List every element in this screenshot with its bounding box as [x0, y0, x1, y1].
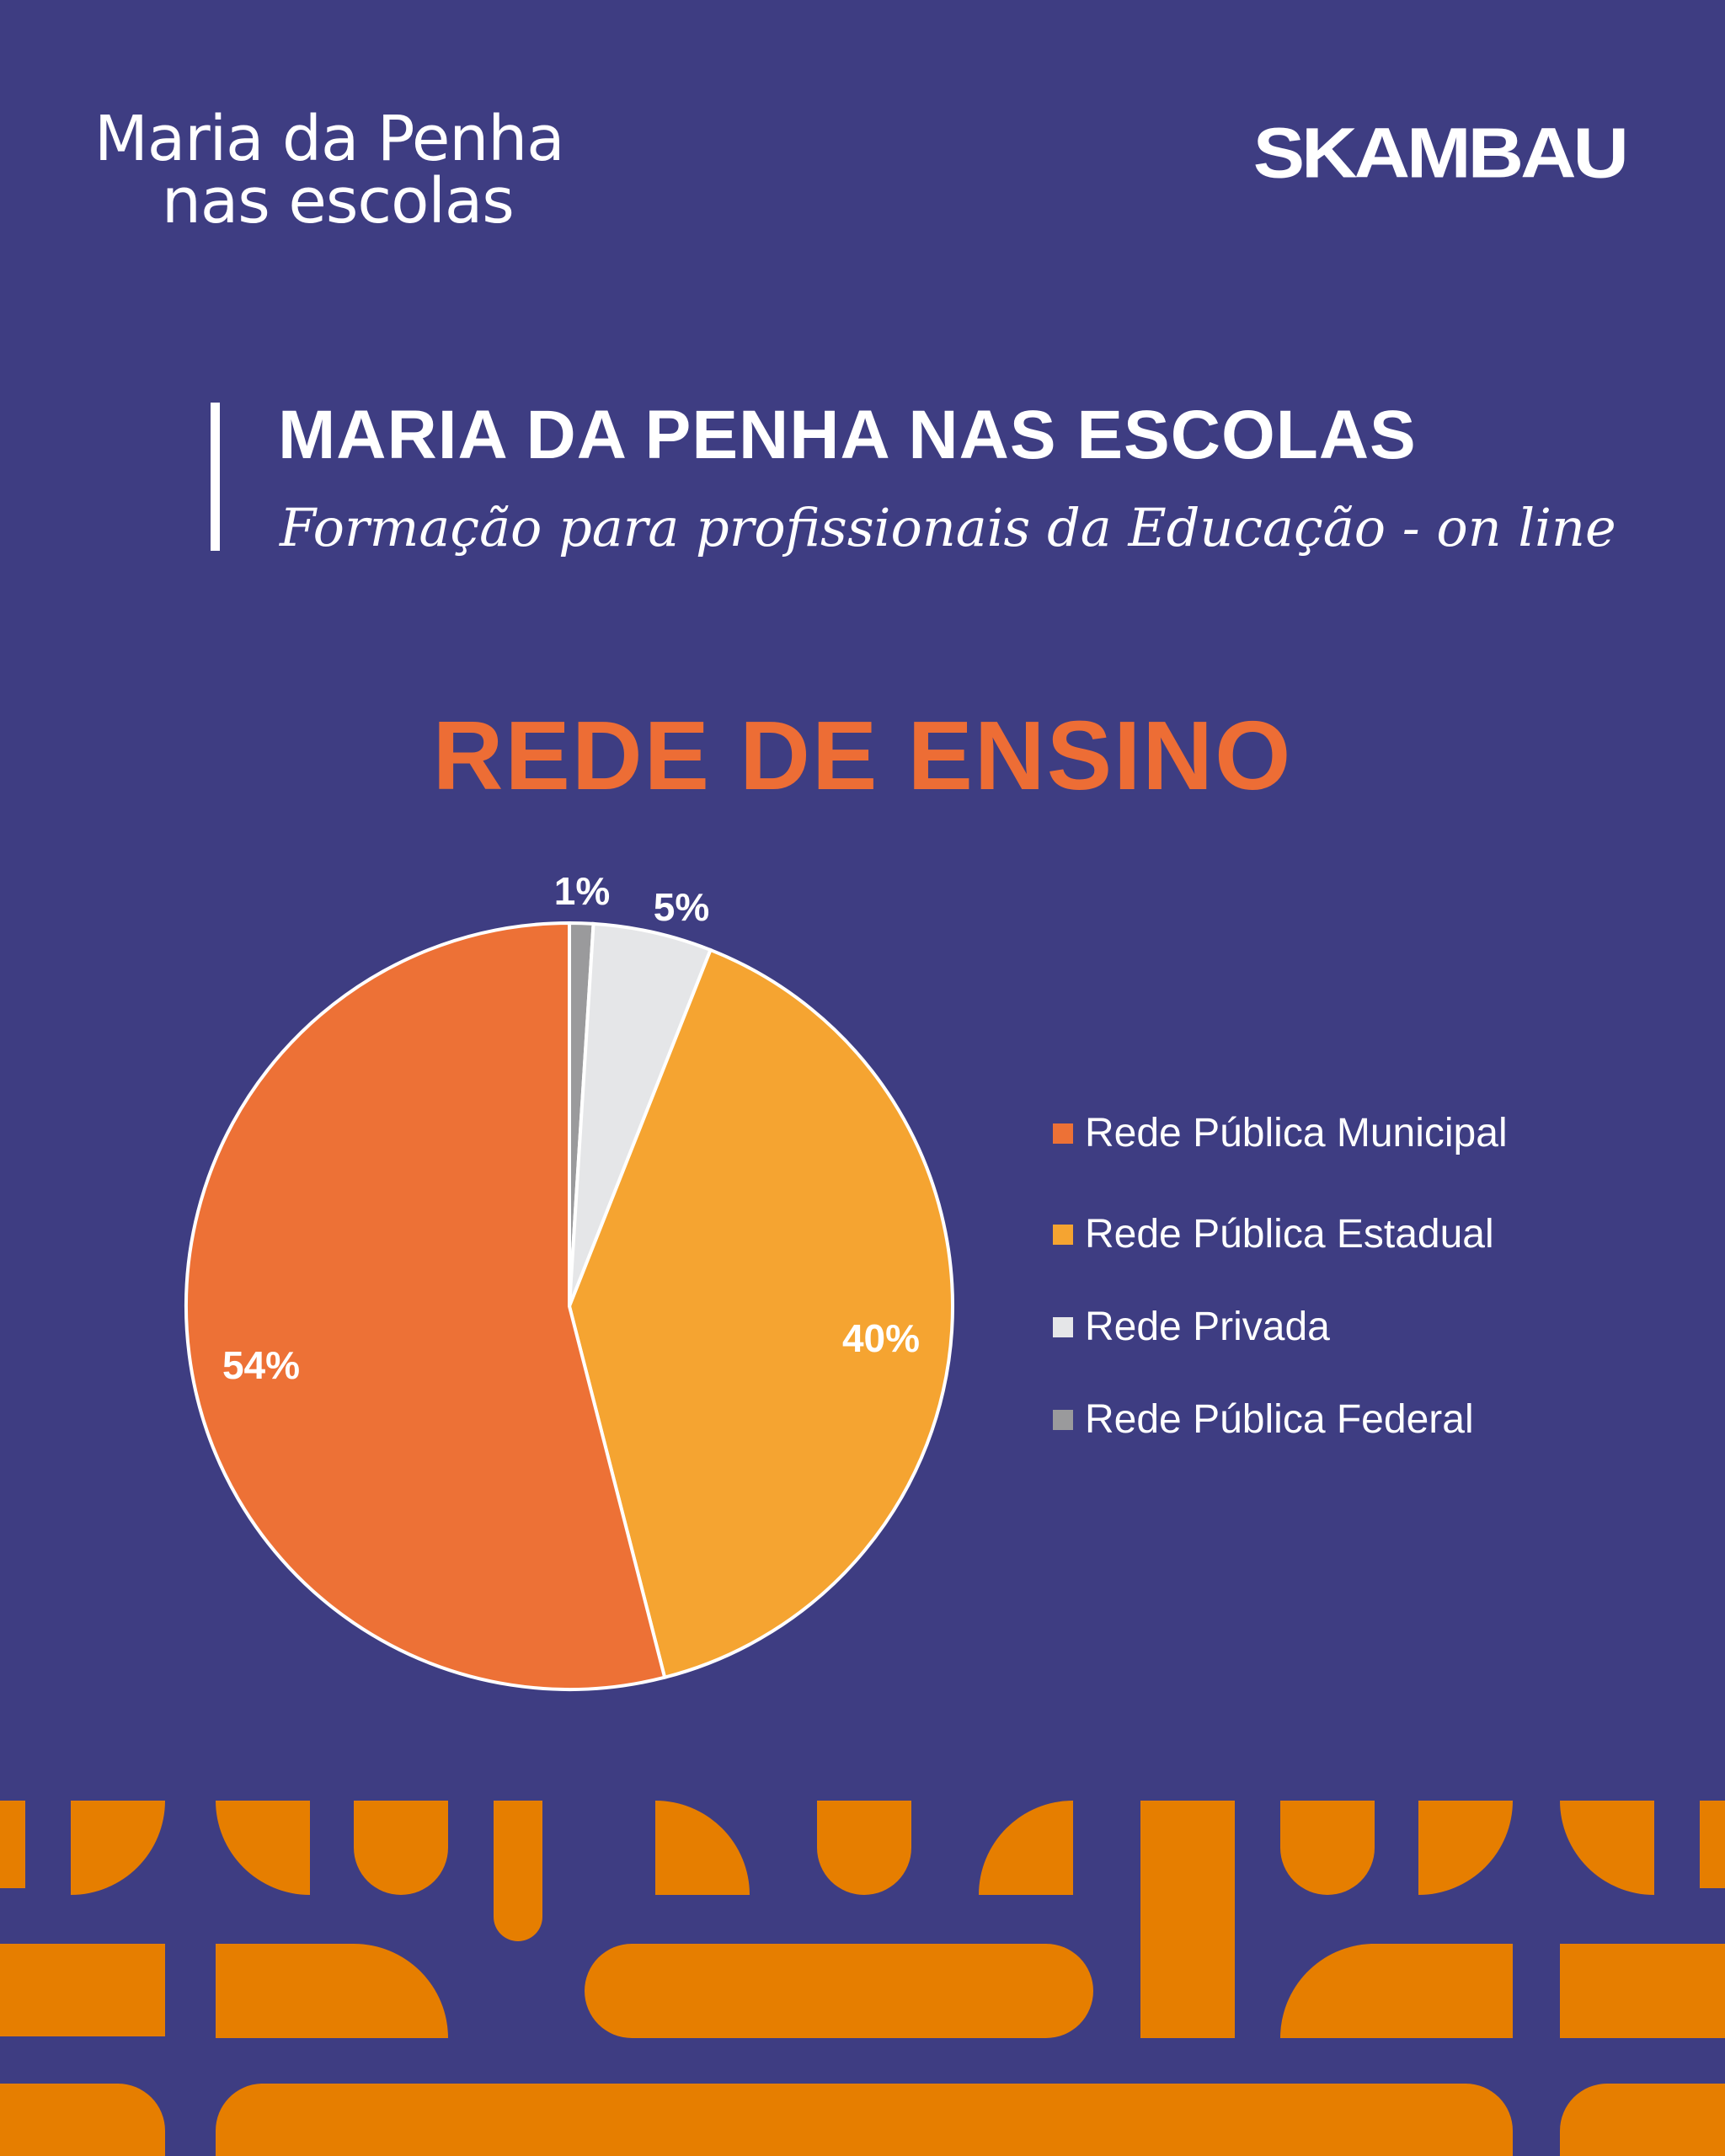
legend-item: Rede Pública Municipal — [1053, 1110, 1508, 1156]
legend-label: Rede Privada — [1085, 1305, 1330, 1349]
legend-item: Rede Pública Federal — [1053, 1396, 1474, 1443]
logo-line-1: Maria da Penha — [94, 103, 565, 175]
legend-swatch — [1053, 1123, 1073, 1144]
legend-swatch — [1053, 1224, 1073, 1245]
legend-item: Rede Pública Estadual — [1053, 1211, 1494, 1257]
legend-label: Rede Pública Estadual — [1085, 1212, 1494, 1257]
chart-title: REDE DE ENSINO — [432, 701, 1293, 810]
legend-label: Rede Pública Federal — [1085, 1397, 1474, 1442]
decorative-pattern — [0, 1801, 1725, 2156]
page-subtitle: Formação para profissionais da Educação … — [280, 497, 1616, 558]
legend-swatch — [1053, 1409, 1073, 1430]
legend-label: Rede Pública Municipal — [1085, 1111, 1508, 1155]
data-label-3: 1% — [554, 869, 610, 913]
page-title: MARIA DA PENHA NAS ESCOLAS — [278, 397, 1417, 473]
data-label-1: 40% — [842, 1316, 920, 1360]
data-label-0: 54% — [222, 1343, 300, 1387]
legend-item: Rede Privada — [1053, 1304, 1330, 1350]
pie-chart: 54% 40% 5% 1% — [184, 869, 955, 1691]
data-label-2: 5% — [654, 885, 709, 929]
logo-line-2: nas escolas — [162, 165, 515, 237]
title-accent-bar — [211, 403, 220, 551]
pie-slice-2 — [568, 921, 713, 1307]
skambau-logo: SKAMBAU — [1252, 114, 1629, 193]
legend-swatch — [1053, 1316, 1073, 1337]
pie-slice-1 — [567, 947, 955, 1680]
maria-da-penha-logo: Maria da Penha nas escolas — [94, 108, 565, 237]
pie-slice-0 — [184, 921, 667, 1691]
